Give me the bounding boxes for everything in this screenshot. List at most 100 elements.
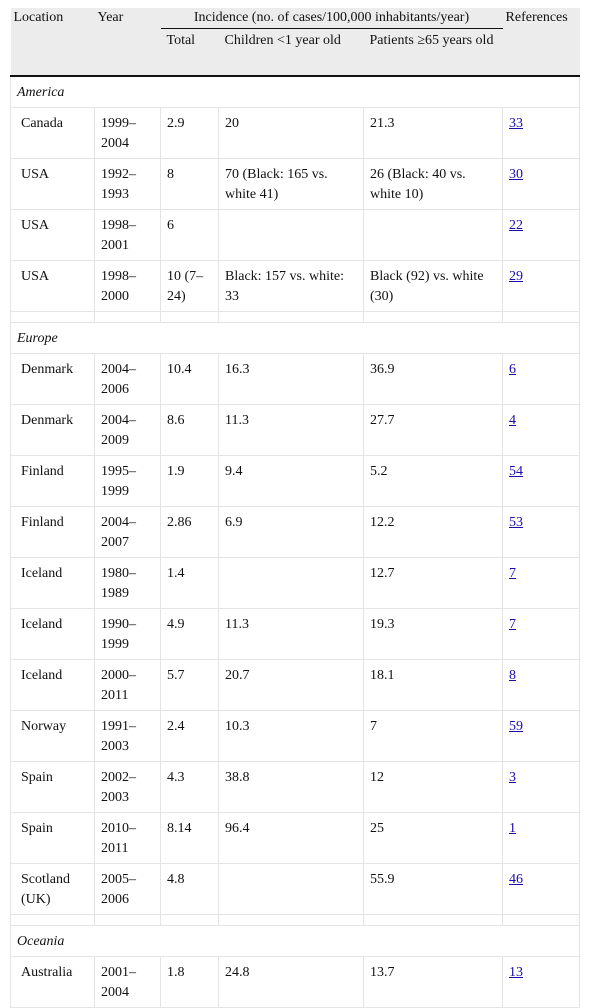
- cell: Finland: [10, 506, 95, 558]
- cell: 1995–1999: [94, 455, 161, 507]
- reference-link[interactable]: 46: [509, 872, 524, 887]
- reference-link[interactable]: 8: [509, 668, 517, 683]
- cell: 13.7: [362, 956, 504, 1008]
- cell: 70 (Black: 165 vs. white 41): [218, 158, 364, 210]
- cell: 10 (7–24): [160, 260, 219, 312]
- cell: 6.9: [218, 506, 364, 558]
- cell: 2004–2006: [94, 353, 161, 405]
- cell: 20: [218, 107, 364, 159]
- reference-link[interactable]: 13: [509, 965, 524, 980]
- cell: Black: 157 vs. white: 33: [218, 260, 364, 312]
- header-cell: References: [502, 8, 580, 77]
- group-row: Oceania: [9, 925, 581, 957]
- cell: 1992–1993: [94, 158, 161, 210]
- spacer-cell: [218, 311, 364, 323]
- cell: 11.3: [218, 608, 364, 660]
- reference-link[interactable]: 59: [509, 719, 524, 734]
- header-text: Incidence (no. of cases/100,000 inhabita…: [193, 10, 470, 25]
- cell: USA: [10, 209, 95, 261]
- cell: Iceland: [10, 659, 95, 711]
- reference-link[interactable]: 53: [509, 515, 524, 530]
- cell: 1998–2000: [94, 260, 161, 312]
- reference-link[interactable]: 1: [509, 821, 517, 836]
- cell: 2002–2003: [94, 761, 161, 813]
- cell: 8.6: [160, 404, 219, 456]
- group-label: Oceania: [9, 925, 581, 957]
- cell: Denmark: [10, 404, 95, 456]
- reference-link[interactable]: 29: [509, 269, 524, 284]
- spacer-cell: [160, 311, 219, 323]
- cell: 13: [502, 956, 581, 1008]
- cell: 12.7: [362, 557, 504, 609]
- cell: 22: [502, 209, 581, 261]
- cell: 18.1: [362, 659, 504, 711]
- data-row: Scotland (UK) 2005–2006 4.8 55.9 46: [10, 863, 581, 915]
- reference-link[interactable]: 33: [509, 116, 524, 131]
- cell: 1991–2003: [94, 710, 161, 762]
- data-row: USA 1998–2000 10 (7–24) Black: 157 vs. whit…: [10, 260, 581, 312]
- cell: 33: [502, 107, 581, 159]
- cell: 1.4: [160, 557, 219, 609]
- cell: Australia: [10, 956, 95, 1008]
- reference-link[interactable]: 3: [509, 770, 517, 785]
- spacer-cell: [160, 914, 219, 926]
- cell: 11.3: [218, 404, 364, 456]
- cell: 3: [502, 761, 581, 813]
- group-label: Europe: [9, 322, 581, 354]
- reference-link[interactable]: 7: [509, 566, 517, 581]
- cell: 10.4: [160, 353, 219, 405]
- cell: Spain: [10, 761, 95, 813]
- cell: 30: [502, 158, 581, 210]
- reference-link[interactable]: 6: [509, 362, 517, 377]
- data-row: USA 1992–1993 8 70 (Black: 165 vs. white 41…: [10, 158, 581, 210]
- cell: 12.2: [362, 506, 504, 558]
- data-row: Australia 2001–2004 1.8 24.8 13.7 13: [10, 956, 581, 1008]
- cell: 2.86: [160, 506, 219, 558]
- cell: 59: [502, 710, 581, 762]
- incidence-table: Location Year Incidence (no. of cases/10…: [9, 8, 581, 1008]
- cell: 4.8: [160, 863, 219, 915]
- cell: 54: [502, 455, 581, 507]
- cell: 25: [362, 812, 504, 864]
- cell: 2000–2011: [94, 659, 161, 711]
- data-row: Iceland 1980–1989 1.4 12.7 7: [10, 557, 581, 609]
- cell: 21.3: [362, 107, 504, 159]
- cell: Iceland: [10, 608, 95, 660]
- cell: 7: [502, 557, 581, 609]
- reference-link[interactable]: 54: [509, 464, 524, 479]
- cell: Spain: [10, 812, 95, 864]
- group-label: America: [9, 75, 581, 108]
- cell: [218, 209, 364, 261]
- cell: 9.4: [218, 455, 364, 507]
- cell: USA: [10, 158, 95, 210]
- cell: 4.3: [160, 761, 219, 813]
- cell: USA: [10, 260, 95, 312]
- spacer-cell: [218, 914, 364, 926]
- cell: 5.7: [160, 659, 219, 711]
- spacer-cell: [94, 311, 161, 323]
- data-row: Iceland 2000–2011 5.7 20.7 18.1 8: [10, 659, 581, 711]
- reference-link[interactable]: 30: [509, 167, 524, 182]
- group-row: America: [9, 75, 581, 108]
- cell: 2004–2007: [94, 506, 161, 558]
- reference-link[interactable]: 22: [509, 218, 524, 233]
- cell: Norway: [10, 710, 95, 762]
- cell: 96.4: [218, 812, 364, 864]
- cell: 46: [502, 863, 581, 915]
- cell: 7: [362, 710, 504, 762]
- cell: 7: [502, 608, 581, 660]
- reference-link[interactable]: 7: [509, 617, 517, 632]
- group-row: Europe: [9, 322, 581, 354]
- data-row: Finland 1995–1999 1.9 9.4 5.2 54: [10, 455, 581, 507]
- cell: Canada: [10, 107, 95, 159]
- header-cell: Incidence (no. of cases/100,000 inhabita…: [160, 8, 503, 29]
- cell: 1980–1989: [94, 557, 161, 609]
- reference-link[interactable]: 4: [509, 413, 517, 428]
- cell: 19.3: [362, 608, 504, 660]
- cell: 12: [362, 761, 504, 813]
- data-row: Denmark 2004–2009 8.6 11.3 27.7 4: [10, 404, 581, 456]
- cell: 1999–2004: [94, 107, 161, 159]
- spacer-row: [10, 311, 581, 323]
- spacer-cell: [362, 914, 504, 926]
- cell: 1.8: [160, 956, 219, 1008]
